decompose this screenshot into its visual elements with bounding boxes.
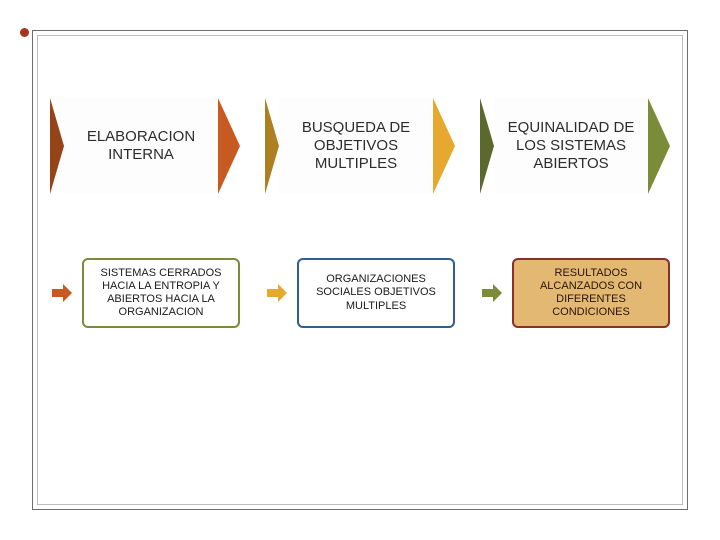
detail-step-2: ORGANIZACIONES SOCIALES OBJETIVOS MULTIP… xyxy=(265,258,455,328)
detail-card: SISTEMAS CERRADOS HACIA LA ENTROPIA Y AB… xyxy=(82,258,240,328)
arrow-right-icon xyxy=(265,281,289,305)
process-step-body: ELABORACION INTERNA xyxy=(64,98,218,194)
process-step-title: ELABORACION INTERNA xyxy=(72,128,210,164)
process-row: ELABORACION INTERNA BUSQUEDA DE OBJETIVO… xyxy=(50,98,670,194)
chevron-arrow-icon xyxy=(433,98,455,194)
chevron-arrow-icon xyxy=(648,98,670,194)
detail-row: SISTEMAS CERRADOS HACIA LA ENTROPIA Y AB… xyxy=(50,258,670,328)
arrow-right-icon xyxy=(50,281,74,305)
chevron-notch-icon xyxy=(480,98,494,194)
detail-step-1: SISTEMAS CERRADOS HACIA LA ENTROPIA Y AB… xyxy=(50,258,240,328)
detail-step-3: RESULTADOS ALCANZADOS CON DIFERENTES CON… xyxy=(480,258,670,328)
detail-card: ORGANIZACIONES SOCIALES OBJETIVOS MULTIP… xyxy=(297,258,455,328)
detail-card-text: SISTEMAS CERRADOS HACIA LA ENTROPIA Y AB… xyxy=(90,267,232,320)
process-step-3: EQUINALIDAD DE LOS SISTEMAS ABIERTOS xyxy=(480,98,670,194)
chevron-arrow-icon xyxy=(218,98,240,194)
process-step-title: BUSQUEDA DE OBJETIVOS MULTIPLES xyxy=(287,119,425,173)
process-step-title: EQUINALIDAD DE LOS SISTEMAS ABIERTOS xyxy=(502,119,640,173)
detail-card: RESULTADOS ALCANZADOS CON DIFERENTES CON… xyxy=(512,258,670,328)
detail-card-text: ORGANIZACIONES SOCIALES OBJETIVOS MULTIP… xyxy=(305,273,447,313)
process-step-body: BUSQUEDA DE OBJETIVOS MULTIPLES xyxy=(279,98,433,194)
process-step-2: BUSQUEDA DE OBJETIVOS MULTIPLES xyxy=(265,98,455,194)
chevron-notch-icon xyxy=(50,98,64,194)
process-step-body: EQUINALIDAD DE LOS SISTEMAS ABIERTOS xyxy=(494,98,648,194)
chevron-notch-icon xyxy=(265,98,279,194)
detail-card-text: RESULTADOS ALCANZADOS CON DIFERENTES CON… xyxy=(520,267,662,320)
process-step-1: ELABORACION INTERNA xyxy=(50,98,240,194)
corner-dot xyxy=(20,28,29,37)
arrow-right-icon xyxy=(480,281,504,305)
